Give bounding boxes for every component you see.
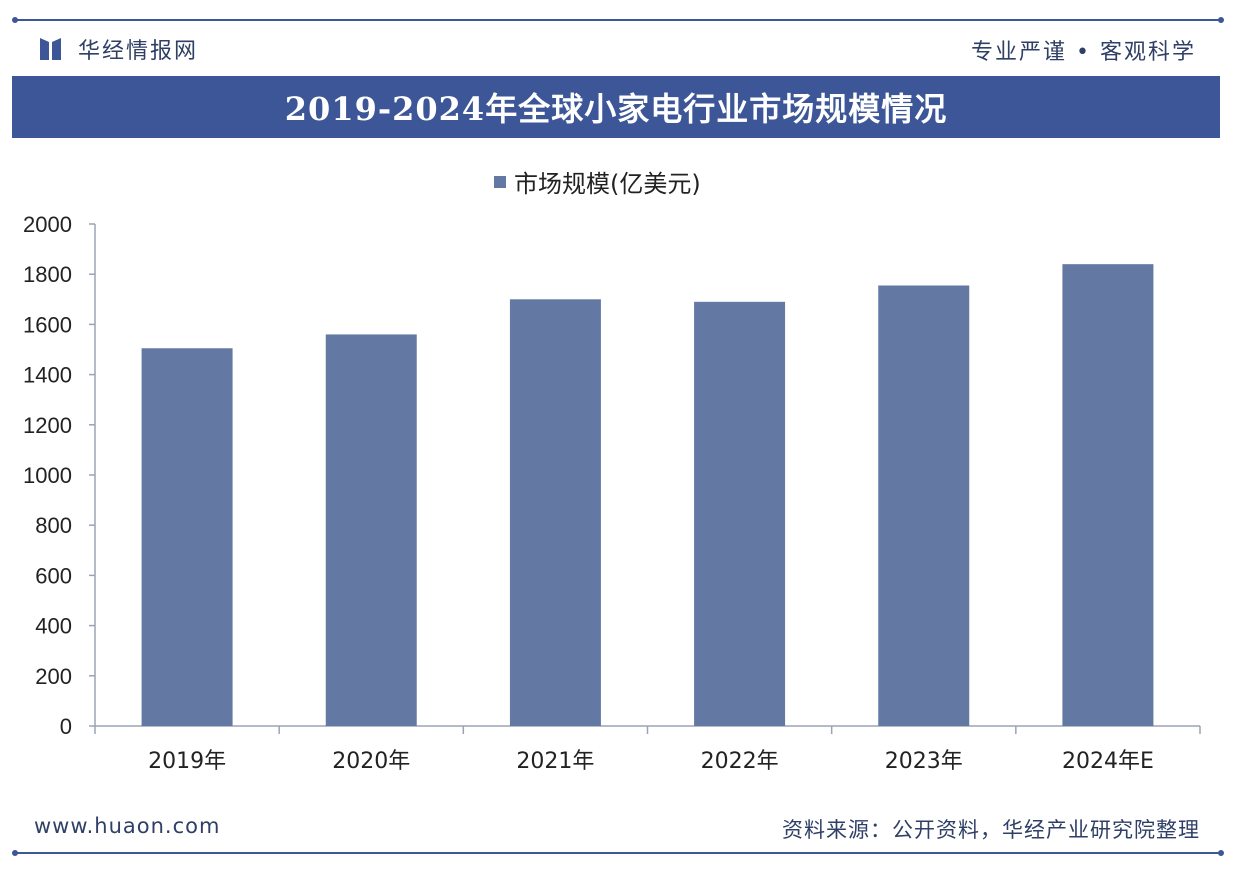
title-band: 2019-2024年全球小家电行业市场规模情况 (12, 76, 1220, 138)
bar (509, 299, 601, 726)
y-tick-label: 600 (35, 563, 72, 588)
y-tick-label: 1400 (23, 363, 72, 388)
y-tick-label: 1200 (23, 413, 72, 438)
bar (878, 285, 970, 726)
y-tick-label: 0 (60, 714, 72, 739)
footer-website: www.huaon.com (34, 814, 221, 838)
x-tick-label: 2023年 (885, 749, 963, 774)
bar (694, 301, 786, 726)
y-tick-label: 2000 (23, 212, 72, 237)
brand-name: 华经情报网 (78, 39, 199, 64)
y-tick-label: 800 (35, 513, 72, 538)
bar (325, 334, 417, 726)
chart-legend: 市场规模(亿美元) (494, 164, 701, 199)
y-tick-label: 1800 (23, 262, 72, 287)
chart-title: 2019-2024年全球小家电行业市场规模情况 (284, 90, 948, 128)
x-tick-label: 2024年E (1062, 749, 1154, 774)
bottom-rule (12, 850, 1224, 856)
x-tick-label: 2021年 (516, 749, 594, 774)
x-tick-label: 2019年 (148, 749, 226, 774)
legend-label: 市场规模(亿美元) (514, 170, 701, 198)
y-tick-label: 1600 (23, 312, 72, 337)
x-tick-label: 2022年 (701, 749, 779, 774)
x-tick-label: 2020年 (332, 749, 410, 774)
footer-source: 资料来源：公开资料，华经产业研究院整理 (782, 818, 1200, 842)
bar (1062, 264, 1154, 726)
top-rule (12, 17, 1224, 23)
brand-logo-icon (40, 38, 61, 60)
bar (141, 348, 233, 726)
y-tick-label: 1000 (23, 463, 72, 488)
legend-swatch (494, 175, 506, 188)
y-tick-label: 400 (35, 614, 72, 639)
y-tick-label: 200 (35, 664, 72, 689)
slogan: 专业严谨 • 客观科学 (971, 40, 1196, 65)
brand: 华经情报网 (40, 33, 198, 65)
